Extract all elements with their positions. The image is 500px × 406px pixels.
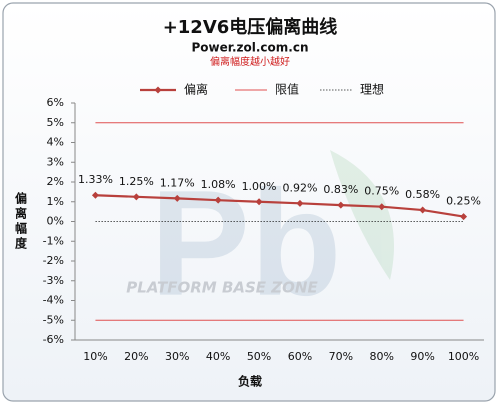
x-tick-label: 70% — [329, 350, 353, 363]
chart-subtitle: Power.zol.com.cn — [191, 41, 308, 55]
x-tick-label: 80% — [370, 350, 394, 363]
data-label: 0.83% — [323, 183, 358, 196]
data-label: 1.08% — [201, 178, 236, 191]
y-tick-label: -4% — [43, 294, 64, 307]
data-label: 1.25% — [119, 175, 154, 188]
svg-text:Pb: Pb — [150, 159, 342, 327]
x-tick-label: 100% — [448, 350, 479, 363]
y-tick-label: 1% — [47, 195, 64, 208]
data-label: 0.92% — [282, 181, 317, 194]
series-line — [95, 194, 464, 218]
y-axis-label: 偏离幅度 — [14, 191, 28, 252]
y-tick-label: -3% — [43, 274, 64, 287]
x-tick-label: 90% — [410, 350, 434, 363]
y-tick-label: 4% — [47, 136, 64, 149]
y-tick-label: -6% — [43, 333, 64, 346]
point — [255, 198, 263, 206]
y-tick-label: 2% — [47, 175, 64, 188]
legend-label: 偏离 — [184, 82, 208, 97]
data-label: 0.58% — [405, 188, 440, 201]
data-label: 0.75% — [364, 185, 399, 198]
point — [419, 206, 427, 214]
chart-title: +12V6电压偏离曲线 — [163, 16, 338, 38]
watermark-text: PLATFORM BASE ZONE — [126, 279, 318, 297]
x-tick-label: 40% — [206, 350, 230, 363]
x-tick-label: 10% — [83, 350, 107, 363]
point — [296, 199, 304, 207]
y-tick-label: 0% — [47, 215, 64, 228]
point — [214, 196, 222, 204]
point — [337, 201, 345, 209]
point — [91, 191, 99, 199]
legend-label: 限值 — [275, 82, 299, 97]
x-tick-label: 60% — [288, 350, 312, 363]
chart-note: 偏离幅度越小越好 — [210, 55, 290, 68]
watermark-logo: Pb — [150, 150, 394, 327]
x-tick-label: 20% — [124, 350, 148, 363]
point — [460, 213, 468, 221]
point — [378, 203, 386, 211]
x-tick-label: 30% — [165, 350, 189, 363]
data-label: 1.17% — [160, 176, 195, 189]
legend-label: 理想 — [360, 82, 384, 97]
data-label: 1.00% — [242, 180, 277, 193]
data-label: 0.25% — [446, 195, 481, 208]
y-tick-label: -5% — [43, 313, 64, 326]
legend-marker — [154, 86, 162, 94]
y-tick-label: -2% — [43, 254, 64, 267]
y-tick-label: 3% — [47, 155, 64, 168]
y-tick-label: 5% — [47, 116, 64, 129]
y-tick-label: 6% — [47, 96, 64, 109]
x-tick-label: 50% — [247, 350, 271, 363]
data-label: 1.33% — [78, 173, 113, 186]
y-tick-label: -1% — [43, 234, 64, 247]
y-axis-label-text: 偏离幅度 — [14, 191, 28, 252]
x-axis-label: 负载 — [238, 374, 262, 389]
point — [132, 193, 140, 201]
point — [173, 194, 181, 202]
